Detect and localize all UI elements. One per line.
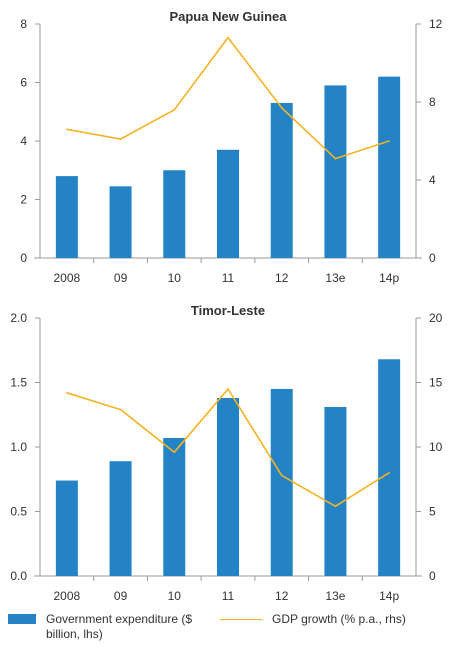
panel-2-x-tick-label: 10: [168, 589, 182, 603]
panel-1-bar-11: [217, 149, 239, 258]
legend-swatch-bar: [8, 614, 36, 624]
panel-2-title: Timor-Leste: [191, 303, 265, 318]
panel-1-left-tick-label: 2: [20, 193, 27, 207]
panel-2-gdp-point-10: [173, 451, 176, 453]
panel-2-bar-13e: [324, 407, 347, 576]
panel-2-bar-2008: [55, 480, 78, 576]
panel-1-bar-13e: [324, 85, 347, 258]
panel-2-gdp-point-13e: [334, 505, 337, 508]
panel-1-x-tick-label: 13e: [325, 271, 345, 285]
panel-1-x-tick-label: 11: [222, 271, 235, 285]
panel-2-x-tick-label: 13e: [325, 589, 345, 603]
panel-1-x-tick-label: 14p: [379, 271, 399, 285]
panel-1-right-tick-label: 12: [429, 17, 443, 31]
panel-2-gdp-point-09: [119, 408, 122, 411]
panel-2-right-tick-label: 20: [429, 311, 443, 325]
legend: Government expenditure ($ billion, lhs) …: [8, 612, 448, 648]
panel-1-left-tick-label: 8: [20, 17, 27, 31]
panel-2-right-tick-label: 10: [429, 440, 443, 454]
panel-2-x-tick-label: 11: [222, 589, 235, 603]
legend-label-expenditure: Government expenditure ($ billion, lhs): [46, 612, 193, 641]
panel-2-x-tick-label: 14p: [379, 589, 399, 603]
panel-2-gdp-point-11: [227, 388, 229, 390]
panel-1-left-tick-label: 0: [20, 251, 27, 265]
panel-2-gdp-point-12: [280, 474, 283, 477]
panel-1-bar-12: [270, 102, 293, 258]
panel-1-x-tick-label: 10: [168, 271, 182, 285]
panel-2-right-tick-label: 15: [429, 376, 443, 390]
panel-1-x-tick-label: 09: [114, 271, 128, 285]
panel-1-right-tick-label: 0: [429, 251, 436, 265]
panel-2-left-tick-label: 0.5: [10, 505, 27, 519]
panel-1-bar-14p: [378, 76, 401, 259]
panel-1-bar-10: [163, 170, 186, 258]
panel-2-left-tick-label: 1.0: [10, 440, 27, 454]
panel-1-right-tick-label: 4: [429, 173, 436, 187]
legend-swatch-line: [220, 619, 262, 620]
panel-1-right-tick-label: 8: [429, 95, 436, 109]
panel-1-gdp-point-2008: [66, 128, 68, 131]
panel-2-bar-12: [270, 388, 293, 576]
panel-2-left-tick-label: 0.0: [10, 569, 27, 583]
legend-label-gdp-growth: GDP growth (% p.a., rhs): [272, 612, 406, 626]
panel-2-gdp-point-2008: [66, 392, 68, 394]
panel-2-bar-10: [163, 437, 186, 576]
panel-2-x-tick-label: 2008: [54, 589, 81, 603]
panel-1-gdp-point-14p: [388, 140, 390, 142]
panel-2-x-tick-label: 09: [114, 589, 128, 603]
panel-1-gdp-point-12: [280, 107, 283, 109]
panel-2-right-tick-label: 5: [429, 505, 436, 519]
panel-2-left-tick-label: 1.5: [10, 376, 27, 390]
legend-item-expenditure: Government expenditure ($ billion, lhs): [8, 612, 196, 642]
panel-1-title: Papua New Guinea: [169, 9, 287, 24]
panel-1-gdp-point-09: [119, 138, 122, 140]
panel-1-x-tick-label: 2008: [54, 271, 81, 285]
panel-2-right-tick-label: 0: [429, 569, 436, 583]
panel-1-left-tick-label: 4: [20, 134, 27, 148]
panel-2-left-tick-label: 2.0: [10, 311, 27, 325]
panel-1-gdp-point-11: [227, 36, 229, 39]
panel-2-x-tick-label: 12: [275, 589, 289, 603]
panel-2-bar-14p: [378, 359, 401, 576]
panel-2-gdp-point-14p: [388, 472, 390, 474]
panel-2-bar-11: [217, 397, 239, 576]
panel-2-bar-09: [109, 461, 132, 576]
panel-1-left-tick-label: 6: [20, 76, 27, 90]
legend-item-gdp-growth: GDP growth (% p.a., rhs): [220, 612, 406, 627]
panel-1-bar-09: [109, 186, 132, 258]
panel-1-gdp-point-10: [173, 109, 176, 111]
panel-1-gdp-point-13e: [334, 157, 337, 160]
panel-1-bar-2008: [55, 176, 78, 258]
panel-1-x-tick-label: 12: [275, 271, 289, 285]
